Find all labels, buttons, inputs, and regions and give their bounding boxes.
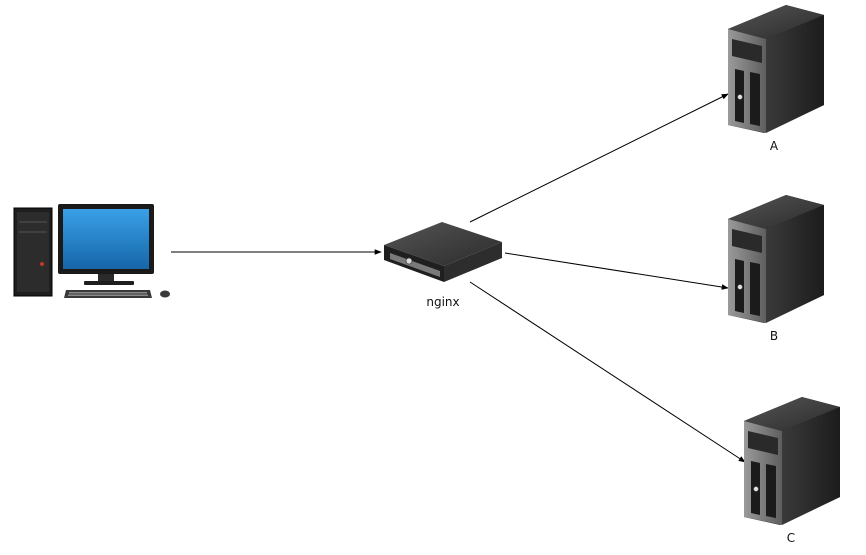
- desktop-computer-icon: [13, 204, 170, 298]
- edges: [171, 93, 746, 463]
- tower-server-icon-c: [744, 397, 840, 525]
- edge-nginx-to-a: [469, 93, 729, 223]
- server-a-label: A: [769, 139, 779, 153]
- server-c-label: C: [786, 531, 796, 545]
- nginx-label: nginx: [426, 295, 460, 309]
- edge-nginx-to-c: [469, 281, 746, 463]
- tower-server-icon-b: [728, 195, 824, 323]
- tower-server-icon-a: [728, 5, 824, 133]
- network-appliance-icon: [384, 222, 502, 282]
- edge-nginx-to-b: [504, 252, 729, 290]
- server-b-label: B: [769, 329, 779, 343]
